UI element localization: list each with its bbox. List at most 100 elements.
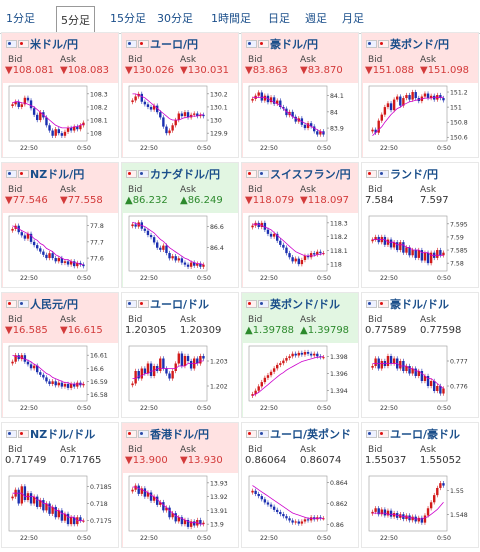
tab-1min[interactable]: 1分足 [2, 6, 39, 28]
candle-body [276, 100, 279, 104]
candle-body [54, 258, 57, 262]
tab-5min[interactable]: 5分足 [56, 6, 95, 34]
currency-flag-icon [18, 40, 29, 48]
y-tick-label: 1.55 [450, 488, 464, 495]
y-tick-label: 0.7175 [90, 518, 112, 525]
candle-body [439, 250, 442, 256]
candlestick-chart[interactable]: 151.2 151 150.8 150.6 22:50 0:50 [363, 83, 479, 157]
tab-monthly[interactable]: 月足 [338, 6, 368, 28]
candle-body [32, 496, 36, 504]
candle-body [131, 489, 134, 492]
plot-area [248, 85, 328, 142]
tab-daily[interactable]: 日足 [264, 6, 294, 28]
ask-value: 1.20309 [180, 325, 222, 336]
moving-average-line [252, 223, 324, 257]
candlestick-chart[interactable]: 0.7185 0.718 0.7175 22:50 0:50 [3, 473, 119, 547]
rate-card-chf-jpy[interactable]: スイスフラン/円 Bid Ask ▼118.079 ▼118.097 118.3 118.2… [241, 162, 359, 288]
pair-title[interactable]: スイスフラン/円 [270, 168, 351, 181]
rate-card-gbp-jpy[interactable]: 英ポンド/円 Bid Ask ▼151.088 ▼151.098 151.2 151 150.… [361, 32, 479, 158]
rate-card-aud-usd[interactable]: 豪ドル/ドル Bid Ask 0.77589 0.77598 0.777 0.776 22:5… [361, 292, 479, 418]
tab-1hour[interactable]: 1時間足 [207, 6, 255, 28]
pair-title[interactable]: 米ドル/円 [30, 38, 79, 51]
rate-card-eur-gbp[interactable]: ユーロ/英ポンド Bid Ask 0.86064 0.86074 0.864 0.862 0.… [241, 422, 359, 548]
card-header: 豪ドル/ドル [366, 297, 449, 311]
candle-body [285, 247, 288, 254]
ask-label: Ask [420, 55, 437, 65]
rate-card-eur-jpy[interactable]: ユーロ/円 Bid Ask ▼130.026 ▼130.031 130.2 130.1 130… [121, 32, 239, 158]
pair-title[interactable]: NZドル/ドル [30, 428, 96, 441]
candlestick-chart[interactable]: 118.3 118.2 118.1 118 22:50 0:50 [243, 213, 359, 287]
y-tick-label: 13.92 [210, 494, 228, 501]
candlestick-chart[interactable]: 1.203 1.202 22:50 0:50 [123, 343, 239, 417]
candle-body [405, 95, 408, 99]
rate-card-zar-jpy[interactable]: ランド/円 Bid Ask 7.584 7.597 7.595 7.59 7.585 7.58 2… [361, 162, 479, 288]
candlestick-chart[interactable]: 130.2 130.1 130 129.9 22:50 0:50 [123, 83, 239, 157]
candle-body [414, 250, 417, 258]
ask-label: Ask [180, 55, 197, 65]
candle-body [171, 125, 174, 131]
candlestick-chart[interactable]: 0.777 0.776 22:50 0:50 [363, 343, 479, 417]
rate-card-cad-jpy[interactable]: カナダドル/円 Bid Ask ▲86.232 ▲86.249 86.6 86.4 22:50… [121, 162, 239, 288]
candlestick-chart[interactable]: 1.55 1.548 22:50 0:50 [363, 473, 479, 547]
y-tick-label: 0.776 [450, 384, 468, 391]
candle-body [146, 104, 150, 107]
pair-title[interactable]: 人民元/円 [30, 298, 79, 311]
moving-average-line [372, 363, 444, 389]
rate-card-eur-aud[interactable]: ユーロ/豪ドル Bid Ask 1.55037 1.55052 1.55 1.548 22:5… [361, 422, 479, 548]
candlestick-chart[interactable]: 77.8 77.7 77.6 22:50 0:50 [3, 213, 119, 287]
rate-card-cny-jpy[interactable]: 人民元/円 Bid Ask ▼16.585 ▼16.615 16.61 16.6 16.59 1… [1, 292, 119, 418]
y-tick-label: 77.6 [90, 256, 104, 263]
rate-card-nzd-jpy[interactable]: NZドル/円 Bid Ask ▼77.546 ▼77.558 77.8 77.7 77.6 22… [1, 162, 119, 288]
candle-body [186, 520, 190, 527]
candle-body [48, 381, 51, 384]
candle-body [51, 506, 54, 514]
pair-title[interactable]: カナダドル/円 [150, 168, 221, 181]
candlestick-chart[interactable]: 86.6 86.4 22:50 0:50 [123, 213, 239, 287]
pair-title[interactable]: ユーロ/ドル [150, 298, 210, 311]
bid-label: Bid [8, 185, 23, 195]
candle-body [29, 493, 33, 504]
candlestick-chart[interactable]: 84.1 84 83.9 22:50 0:50 [243, 83, 359, 157]
candle-body [168, 130, 171, 134]
rate-card-nzd-usd[interactable]: NZドル/ドル Bid Ask 0.71749 0.71765 0.7185 0.718 0.… [1, 422, 119, 548]
pair-title[interactable]: 豪ドル/円 [270, 38, 319, 51]
y-tick-label: 84 [330, 109, 338, 116]
candlestick-chart[interactable]: 1.398 1.396 1.394 22:50 0:50 [243, 343, 359, 417]
rate-card-hkd-jpy[interactable]: 香港ドル/円 Bid Ask ▼13.900 ▼13.930 13.93 13.92 13.9… [121, 422, 239, 548]
candle-body [291, 111, 294, 117]
candlestick-chart[interactable]: 13.93 13.92 13.91 13.9 22:50 0:50 [123, 473, 239, 547]
y-tick-label: 0.86 [330, 522, 344, 529]
candle-body [66, 261, 70, 265]
y-tick-label: 1.202 [210, 384, 228, 391]
rate-card-aud-jpy[interactable]: 豪ドル/円 Bid Ask ▼83.863 ▼83.870 84.1 84 83.9 22:50… [241, 32, 359, 158]
pair-title[interactable]: ランド/円 [390, 168, 439, 181]
pair-title[interactable]: ユーロ/円 [150, 38, 199, 51]
tab-15min[interactable]: 15分足 [106, 6, 150, 28]
candlestick-chart[interactable]: 7.595 7.59 7.585 7.58 22:50 0:50 [363, 213, 479, 287]
pair-title[interactable]: 香港ドル/円 [150, 428, 210, 441]
rate-card-usd-jpy[interactable]: 米ドル/円 Bid Ask ▼108.081 ▼108.083 108.3 108.2 108… [1, 32, 119, 158]
chart-background [243, 343, 358, 417]
candlestick-chart[interactable]: 108.3 108.2 108.1 108 22:50 0:50 [3, 83, 119, 157]
rate-card-gbp-usd[interactable]: 英ポンド/ドル Bid Ask ▲1.39788 ▲1.39798 1.398 1.396 1… [241, 292, 359, 418]
pair-title[interactable]: NZドル/円 [30, 168, 85, 181]
tab-30min[interactable]: 30分足 [153, 6, 197, 28]
pair-title[interactable]: 英ポンド/ドル [270, 298, 341, 311]
bid-label: Bid [8, 55, 23, 65]
moving-average-line [372, 502, 444, 520]
currency-flag-icon [366, 40, 377, 48]
pair-title[interactable]: ユーロ/英ポンド [270, 428, 352, 441]
candlestick-chart[interactable]: 0.864 0.862 0.86 22:50 0:50 [243, 473, 359, 547]
candle-body [174, 120, 177, 126]
candle-body [251, 394, 254, 396]
pair-title[interactable]: ユーロ/豪ドル [390, 428, 461, 441]
candlestick-chart[interactable]: 16.61 16.6 16.59 16.58 22:50 0:50 [3, 343, 119, 417]
ask-value: 0.86074 [300, 455, 342, 466]
candle-body [63, 383, 67, 387]
candle-body [263, 499, 267, 503]
pair-title[interactable]: 豪ドル/ドル [390, 298, 450, 311]
pair-title[interactable]: 英ポンド/円 [390, 38, 450, 51]
rate-card-eur-usd[interactable]: ユーロ/ドル Bid Ask 1.20305 1.20309 1.203 1.202 22:5… [121, 292, 239, 418]
tab-weekly[interactable]: 週足 [301, 6, 331, 28]
chart-background [3, 213, 118, 287]
